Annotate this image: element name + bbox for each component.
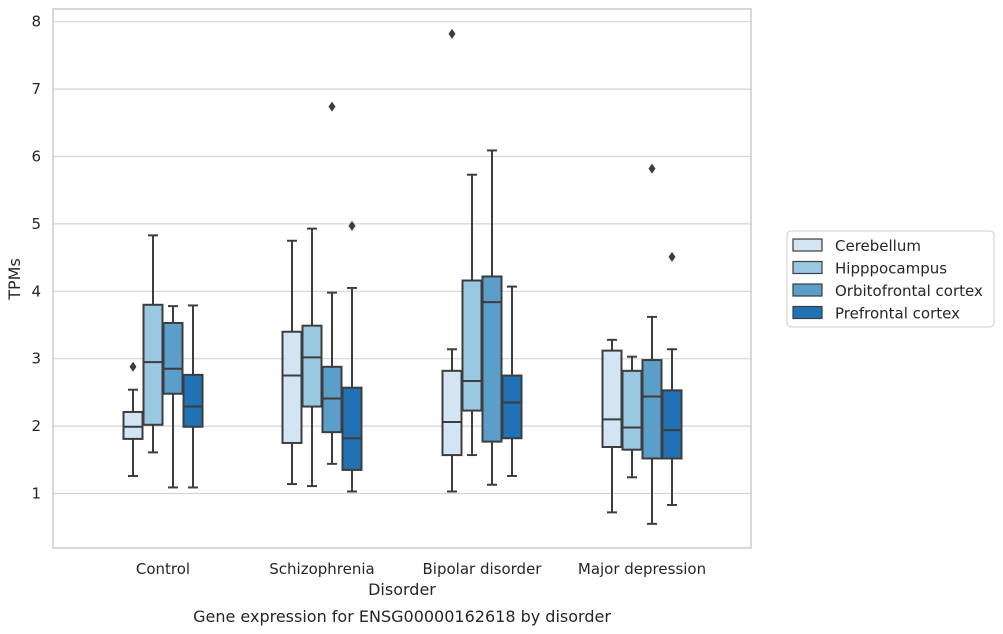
x-tick-label: Control [136,560,190,578]
box [182,373,204,428]
box [501,374,523,440]
box [281,330,303,444]
chart-caption: Gene expression for ENSG00000162618 by d… [193,607,611,626]
y-tick-label: 1 [31,485,41,503]
box [661,389,683,460]
legend-swatch [792,238,823,252]
box [621,369,643,451]
box [142,303,164,426]
series-orbitofrontal-cortex [162,101,663,525]
box [601,349,623,448]
outlier-point [648,163,656,174]
box [122,410,144,440]
y-tick-label: 4 [31,282,41,300]
outlier-point [129,361,137,372]
y-axis-label: TPMs [5,258,24,301]
y-tick-label: 7 [31,80,41,98]
legend-label: Prefrontal cortex [835,305,960,323]
y-tick-label: 5 [31,215,41,233]
series-prefrontal-cortex [182,220,683,506]
legend-label: Cerebellum [835,237,921,255]
series-hipppocampus [142,173,643,488]
y-tick-labels: 1 2 3 4 5 6 7 8 [31,13,41,503]
legend-swatch [792,283,823,297]
y-tick-label: 6 [31,148,41,166]
x-axis-label: Disorder [368,580,436,599]
legend-label: Orbitofrontal cortex [835,282,983,300]
y-tick-label: 8 [31,13,41,31]
legend-label: Hipppocampus [835,260,947,278]
y-tick-label: 2 [31,417,41,435]
box [481,275,503,443]
outlier-point [348,220,356,231]
y-tick-label: 3 [31,350,41,368]
box [301,324,323,408]
x-tick-label: Major depression [578,560,706,578]
legend-frame [786,230,995,328]
legend-swatch [792,305,823,320]
box [321,365,343,434]
box [341,386,363,471]
box-series [122,28,683,525]
x-tick-labels: Control Schizophrenia Bipolar disorder Majo… [136,560,706,578]
outlier-point [448,28,456,39]
box [641,359,663,460]
series-cerebellum [122,28,623,514]
box [441,369,463,457]
legend-swatch [792,260,823,275]
outlier-point [328,101,336,112]
box [461,279,483,412]
x-tick-label: Schizophrenia [269,560,374,578]
box [162,321,184,395]
outlier-point [668,251,676,262]
x-tick-label: Bipolar disorder [423,560,543,578]
plot-frame [52,8,752,549]
legend: Cerebellum Hipppocampus Orbitofrontal cort… [786,230,995,328]
